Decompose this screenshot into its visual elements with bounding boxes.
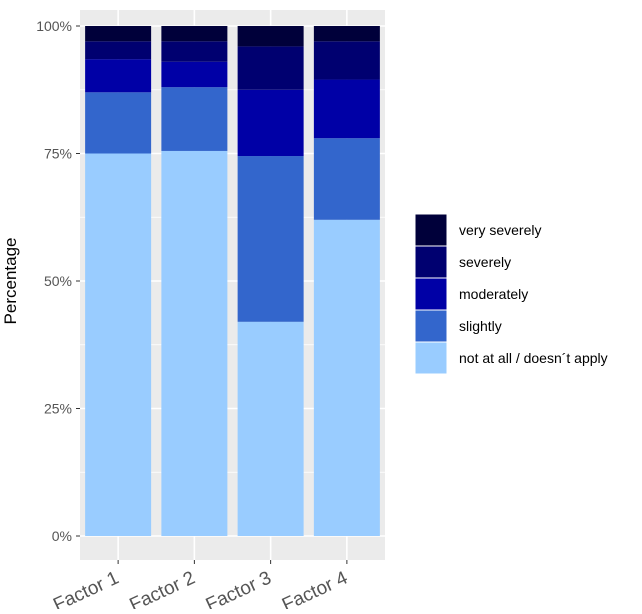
legend-label-not-at-all-doesn-t-apply: not at all / doesn´t apply: [459, 350, 608, 366]
legend-label-moderately: moderately: [459, 286, 528, 302]
bar-factor-4-slightly: [313, 138, 380, 220]
bar-factor-2-severely: [161, 41, 228, 62]
legend-key-not-at-all-doesn-t-apply: [414, 341, 448, 375]
bar-factor-1-slightly: [85, 92, 152, 154]
x-axis: Factor 1 Factor 2 Factor 3 Factor 4: [50, 560, 351, 614]
legend: very severely severely moderately slightly n…: [414, 213, 608, 375]
legend-label-severely: severely: [459, 254, 511, 270]
y-axis: 0% 25% 50% 75% 100%: [36, 18, 80, 544]
bar-factor-4-severely: [313, 41, 380, 80]
bar-factor-4-very-severely: [313, 26, 380, 42]
legend-key-moderately: [414, 277, 448, 311]
bar-factor-1-moderately: [85, 59, 152, 93]
x-tick-label-factor-3: Factor 3: [203, 567, 275, 609]
legend-label-slightly: slightly: [459, 318, 502, 334]
x-tick-label-factor-2: Factor 2: [126, 567, 198, 609]
legend-key-slightly: [414, 309, 448, 343]
legend-key-severely: [414, 245, 448, 279]
x-tick-label-factor-4: Factor 4: [279, 567, 351, 609]
bar-factor-4-moderately: [313, 79, 380, 139]
x-tick-label-factor-1: Factor 1: [50, 567, 122, 609]
y-tick-label: 25%: [44, 401, 72, 417]
bar-factor-3-moderately: [237, 89, 304, 157]
bar-factor-3-slightly: [237, 156, 304, 322]
bar-factor-4-not-at-all-doesn-t-apply: [313, 219, 380, 537]
bars: [85, 26, 380, 537]
y-tick-label: 0%: [52, 528, 72, 544]
bar-factor-3-very-severely: [237, 26, 304, 47]
bar-factor-3-not-at-all-doesn-t-apply: [237, 321, 304, 536]
y-tick-label: 50%: [44, 273, 72, 289]
bar-factor-2-moderately: [161, 61, 228, 88]
legend-label-very-severely: very severely: [459, 222, 541, 238]
bar-factor-1-not-at-all-doesn-t-apply: [85, 153, 152, 536]
bar-factor-2-slightly: [161, 87, 228, 151]
y-tick-label: 75%: [44, 146, 72, 162]
bar-factor-2-not-at-all-doesn-t-apply: [161, 150, 228, 536]
bar-factor-2-very-severely: [161, 26, 228, 42]
y-axis-title: Percentage: [1, 238, 20, 325]
y-tick-label: 100%: [36, 18, 72, 34]
bar-factor-1-very-severely: [85, 26, 152, 42]
bar-factor-1-severely: [85, 41, 152, 60]
legend-key-very-severely: [414, 213, 448, 247]
bar-factor-3-severely: [237, 46, 304, 90]
